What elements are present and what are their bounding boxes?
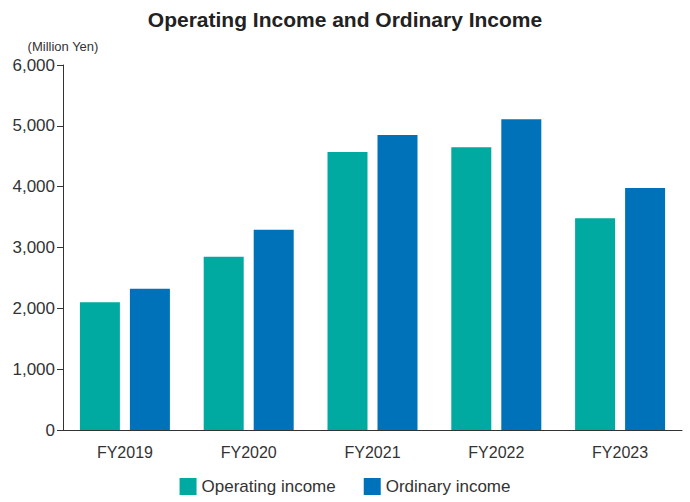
svg-text:Operating income: Operating income xyxy=(202,477,336,496)
svg-text:Ordinary income: Ordinary income xyxy=(386,477,511,496)
svg-text:FY2019: FY2019 xyxy=(97,444,153,461)
svg-text:FY2021: FY2021 xyxy=(344,444,400,461)
svg-text:0: 0 xyxy=(46,421,55,440)
svg-text:3,000: 3,000 xyxy=(12,238,55,257)
svg-text:FY2023: FY2023 xyxy=(592,444,648,461)
svg-text:FY2020: FY2020 xyxy=(221,444,277,461)
svg-text:Operating Income and Ordinary: Operating Income and Ordinary Income xyxy=(148,8,542,31)
svg-text:(Million Yen): (Million Yen) xyxy=(28,39,99,54)
svg-text:5,000: 5,000 xyxy=(12,116,55,135)
svg-text:FY2022: FY2022 xyxy=(468,444,524,461)
svg-text:4,000: 4,000 xyxy=(12,177,55,196)
svg-text:2,000: 2,000 xyxy=(12,299,55,318)
svg-text:6,000: 6,000 xyxy=(12,56,55,75)
svg-text:1,000: 1,000 xyxy=(12,360,55,379)
